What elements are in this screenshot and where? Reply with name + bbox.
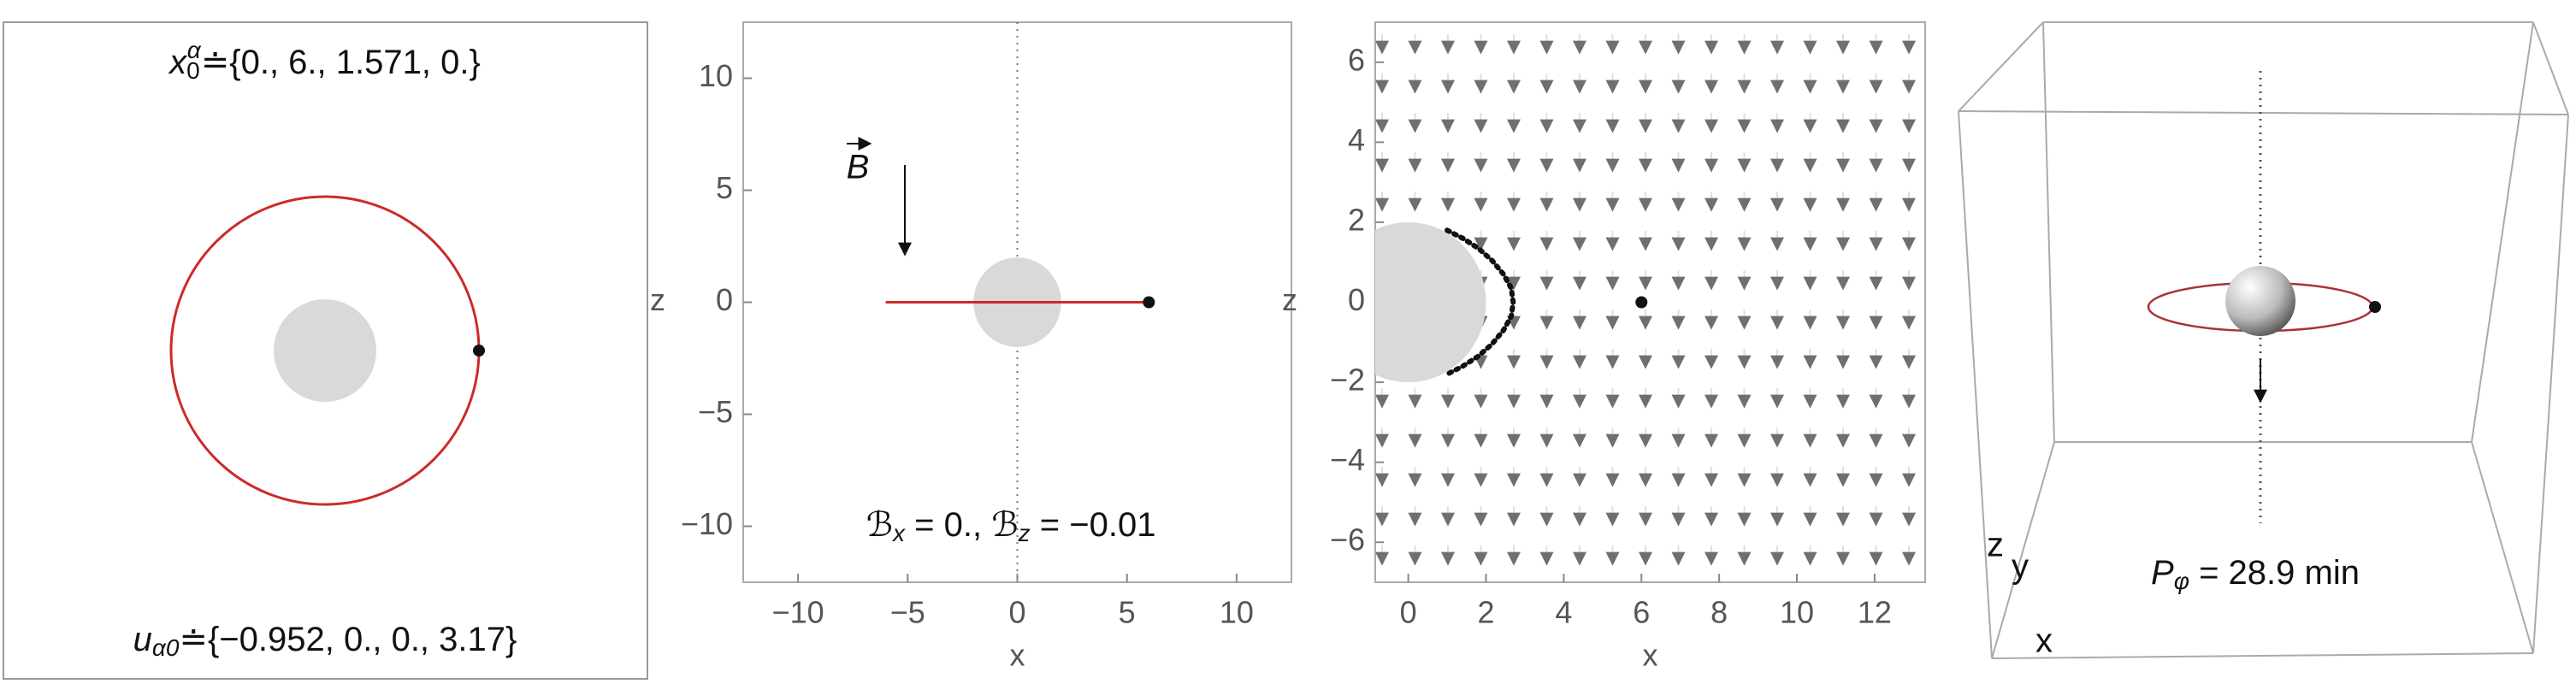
x-tick-label: 8 bbox=[1710, 595, 1728, 630]
x-tick-label: 10 bbox=[1780, 595, 1814, 630]
y-tick-label: −5 bbox=[698, 394, 733, 429]
initial-velocity: uα0≐{−0.952, 0., 0., 3.17} bbox=[133, 621, 517, 662]
y-tick-label: −2 bbox=[1330, 363, 1365, 398]
x-tick-label: 2 bbox=[1477, 595, 1494, 630]
body bbox=[274, 299, 376, 402]
particle bbox=[2369, 301, 2381, 313]
period: Pφ = 28.9 min bbox=[2151, 554, 2360, 595]
y-axis-label: y bbox=[2012, 548, 2029, 586]
x-tick-label: −10 bbox=[772, 595, 824, 630]
y-tick-label: 5 bbox=[716, 170, 733, 205]
field-text: ℬx = 0., ℬz = −0.01 bbox=[866, 506, 1156, 547]
field-arrows bbox=[1375, 34, 1916, 566]
x-axis-label: x bbox=[2035, 622, 2053, 660]
particle bbox=[1635, 296, 1648, 309]
boundary bbox=[1445, 227, 1516, 377]
panel-frame bbox=[3, 21, 648, 680]
y-axis-label: z bbox=[1282, 282, 1297, 317]
x-tick-label: 0 bbox=[1400, 595, 1417, 630]
x-tick-label: 0 bbox=[1008, 595, 1025, 630]
x-tick-label: 4 bbox=[1555, 595, 1572, 630]
y-tick-label: 6 bbox=[1348, 42, 1365, 77]
x-tick-label: 12 bbox=[1858, 595, 1892, 630]
y-axis-label: z bbox=[650, 282, 665, 317]
y-tick-label: 0 bbox=[716, 282, 733, 317]
y-tick-label: 10 bbox=[699, 58, 733, 93]
body bbox=[1375, 221, 1486, 383]
box bbox=[1958, 21, 2569, 659]
particle bbox=[473, 345, 485, 357]
y-tick-label: 4 bbox=[1348, 122, 1365, 157]
body-clip bbox=[1375, 221, 1486, 383]
body bbox=[2225, 266, 2295, 336]
x-axis-label: x bbox=[1643, 638, 1658, 673]
y-tick-label: −4 bbox=[1330, 442, 1365, 477]
x-tick-label: 6 bbox=[1633, 595, 1650, 630]
x-tick-label: 10 bbox=[1220, 595, 1254, 630]
x-tick-label: 5 bbox=[1119, 595, 1136, 630]
particle bbox=[1143, 296, 1155, 309]
x-tick-label: −5 bbox=[890, 595, 925, 630]
initial-position: x0α≐{0., 6., 1.571, 0.} bbox=[168, 37, 481, 84]
y-tick-label: −6 bbox=[1330, 522, 1365, 557]
z-axis-label: z bbox=[1987, 527, 2004, 564]
y-tick-label: 0 bbox=[1348, 282, 1365, 317]
y-tick-label: −10 bbox=[681, 506, 733, 541]
field-symbol: B bbox=[847, 149, 870, 186]
y-tick-label: 2 bbox=[1348, 202, 1365, 237]
x-axis-label: x bbox=[1010, 638, 1025, 673]
